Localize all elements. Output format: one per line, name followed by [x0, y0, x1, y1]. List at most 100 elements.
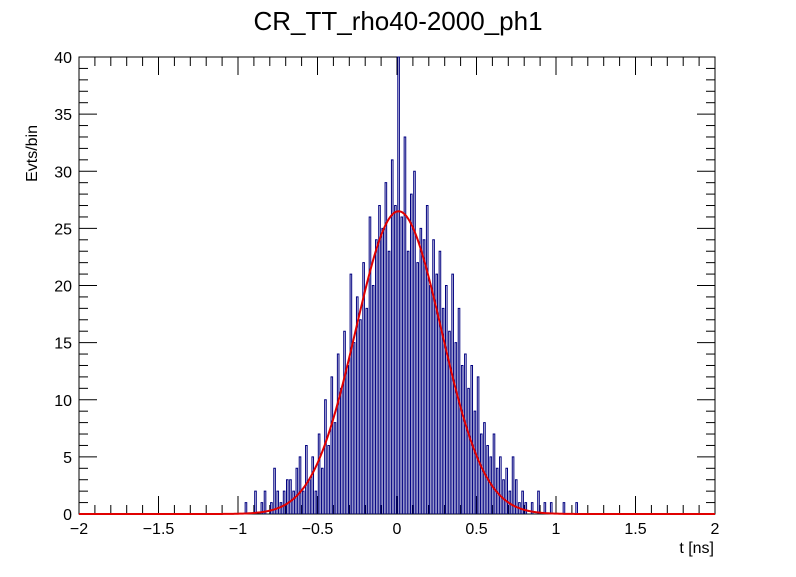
histogram-bin	[317, 433, 321, 514]
histogram-bin	[295, 467, 299, 514]
histogram-bin	[298, 456, 302, 514]
histogram-bin	[368, 216, 372, 514]
x-tick-label: −1.5	[143, 521, 175, 538]
histogram-bin	[384, 182, 388, 514]
histogram-bin	[429, 285, 432, 514]
y-tick-label: 10	[54, 393, 72, 410]
y-axis-ticks	[79, 56, 715, 515]
histogram-bin	[476, 376, 480, 514]
plot-frame	[78, 56, 716, 515]
histogram-bin	[492, 433, 496, 514]
histogram-bin	[410, 193, 413, 514]
histogram-bin	[343, 330, 346, 514]
histogram-bin	[521, 490, 524, 514]
histogram-bin	[422, 239, 426, 514]
histogram-bin	[244, 502, 248, 514]
x-tick-label: −2	[70, 521, 88, 538]
y-tick-label: 0	[63, 507, 72, 524]
histogram-bin	[549, 502, 553, 514]
histogram-bin	[425, 205, 429, 514]
x-axis-ticks	[78, 57, 716, 514]
x-tick-label: 0	[393, 521, 402, 538]
x-tick-label: −0.5	[302, 521, 334, 538]
histogram-bin	[327, 444, 330, 514]
histogram-bin	[324, 399, 327, 514]
histogram-bin	[378, 205, 381, 514]
histogram-bin	[444, 285, 448, 514]
histogram-bin	[403, 136, 407, 514]
x-tick-label: −1	[229, 521, 247, 538]
histogram-bin	[502, 479, 505, 514]
histogram-bin	[537, 490, 540, 514]
histogram-bin	[305, 444, 308, 514]
histogram-bin	[340, 387, 343, 514]
histogram-bin	[479, 433, 483, 514]
x-tick-label: 0.5	[465, 521, 487, 538]
histogram-bin	[543, 502, 547, 514]
y-tick-label: 20	[54, 279, 72, 296]
histogram-bin	[279, 502, 283, 514]
histogram-bin	[530, 502, 534, 514]
histogram-bin	[438, 250, 442, 514]
histogram-bin	[263, 490, 267, 514]
y-tick-label: 5	[63, 450, 72, 467]
histogram-bin	[270, 502, 273, 514]
histogram-bin	[483, 422, 486, 514]
histogram-bin	[289, 479, 292, 514]
histogram-bin	[435, 273, 439, 514]
gaussian-fit-curve	[79, 210, 715, 515]
histogram-bin	[432, 239, 435, 514]
histogram-bin	[381, 227, 384, 514]
histogram-bin	[419, 227, 423, 514]
histogram-bin	[346, 364, 350, 514]
histogram-bin	[457, 307, 461, 514]
histogram-bin	[355, 296, 359, 514]
histogram-bin	[273, 467, 276, 514]
x-tick-label: 1	[552, 521, 561, 538]
histogram-bin	[359, 319, 362, 514]
histogram-bin	[473, 410, 477, 514]
histogram-bin	[320, 467, 324, 514]
y-axis-label: Evts/bin	[24, 125, 41, 182]
histogram-bin	[441, 307, 445, 514]
y-tick-label: 40	[54, 50, 72, 67]
histogram-bin	[562, 502, 566, 514]
histogram-bin	[352, 342, 356, 514]
histogram-series	[244, 56, 578, 514]
histogram-bin	[413, 170, 416, 514]
histogram-bin	[375, 239, 378, 514]
y-tick-label: 15	[54, 336, 72, 353]
y-tick-label: 25	[54, 221, 72, 238]
histogram-bin	[390, 159, 394, 514]
y-tick-label: 30	[54, 164, 72, 181]
histogram-bin	[454, 342, 458, 514]
histogram-bin	[394, 205, 397, 514]
histogram-bin	[460, 364, 464, 514]
histogram-bin	[524, 502, 528, 514]
histogram-bin	[285, 479, 289, 514]
histogram-bin	[505, 467, 509, 514]
histogram-bin	[301, 490, 305, 514]
histogram-bin	[406, 250, 410, 514]
histogram-bin	[336, 353, 340, 514]
histogram-bin	[451, 273, 454, 514]
histogram-bin	[276, 490, 280, 514]
histogram-bin	[254, 490, 257, 514]
x-tick-label: 2	[711, 521, 720, 538]
y-axis-tick-labels: 0 5 10 15 20 25 30 35 40	[54, 50, 72, 524]
histogram-bin	[467, 387, 470, 514]
histogram-bin	[333, 422, 337, 514]
histogram-bin	[400, 216, 404, 514]
histogram-bin	[308, 479, 311, 514]
histogram-bin	[362, 262, 365, 514]
histogram-bin	[416, 262, 419, 514]
histogram-bin	[575, 502, 578, 514]
histogram-bin	[511, 456, 515, 514]
histogram-bin	[314, 490, 318, 514]
y-tick-label: 35	[54, 107, 72, 124]
histogram-bin	[292, 490, 295, 514]
histogram-bin	[311, 456, 315, 514]
histogram-bin	[349, 273, 353, 514]
